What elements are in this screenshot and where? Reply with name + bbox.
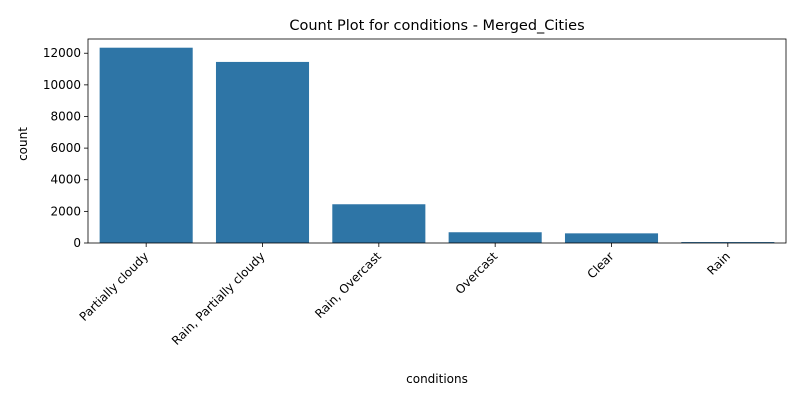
y-axis-label: count — [16, 127, 30, 161]
y-tick-label: 2000 — [50, 204, 81, 218]
axes-frame — [87, 38, 787, 244]
x-axis-label: conditions — [406, 372, 468, 386]
y-tick-label: 10000 — [43, 78, 81, 92]
x-tick-label: Clear — [585, 249, 617, 281]
bar — [332, 204, 426, 243]
x-tick-label: Partially cloudy — [77, 249, 152, 324]
bar — [99, 47, 193, 244]
chart-title: Count Plot for conditions - Merged_Citie… — [289, 18, 584, 34]
bar — [448, 232, 542, 243]
bar — [681, 242, 775, 243]
x-tick-label: Overcast — [453, 249, 501, 297]
plot-area: 0 2000 4000 6000 8000 10000 12000 Partially clo… — [43, 38, 787, 348]
bar — [564, 233, 659, 243]
x-tick-label: Rain, Partially cloudy — [169, 249, 268, 348]
y-tick-label: 12000 — [43, 46, 81, 60]
y-tick-label: 0 — [73, 236, 81, 250]
x-tick-label: Rain, Overcast — [312, 249, 384, 321]
y-tick-label: 8000 — [50, 109, 81, 123]
y-tick-label: 6000 — [50, 141, 81, 155]
y-tick-label: 4000 — [50, 173, 81, 187]
x-tick-label: Rain — [704, 249, 733, 278]
bar — [215, 61, 310, 244]
